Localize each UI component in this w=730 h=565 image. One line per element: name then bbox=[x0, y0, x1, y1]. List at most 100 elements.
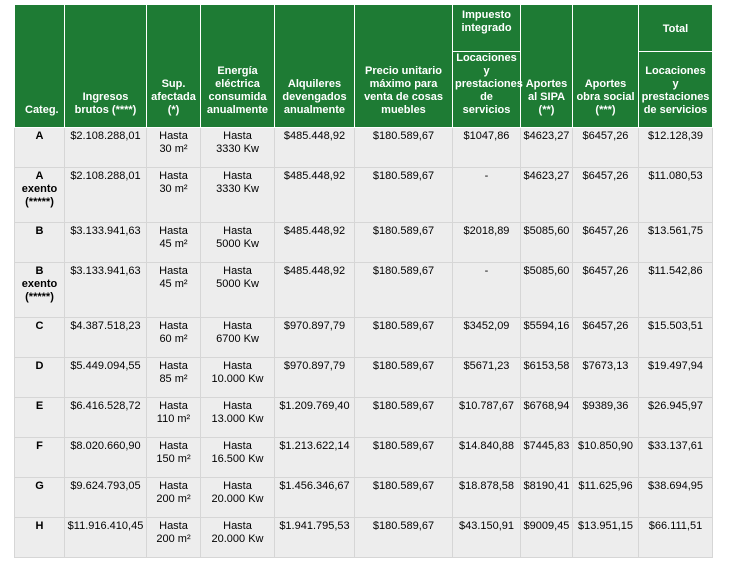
cell-alquileres: $970.897,79 bbox=[274, 357, 355, 398]
monotributo-table-container: Categ. Ingresos brutos (****) Sup. afect… bbox=[14, 4, 713, 558]
cell-precio-unitario: $180.589,67 bbox=[354, 222, 453, 263]
header-ingresos-brutos: Ingresos brutos (****) bbox=[64, 4, 147, 128]
cell-categ: B bbox=[14, 222, 65, 263]
cell-alquileres: $485.448,92 bbox=[274, 127, 355, 168]
cell-energia: Hasta 3330 Kw bbox=[200, 167, 275, 223]
cell-energia: Hasta 3330 Kw bbox=[200, 127, 275, 168]
table-row: G $9.624.793,05 Hasta 200 m² Hasta 20.000 K… bbox=[14, 477, 713, 518]
cell-energia: Hasta 5000 Kw bbox=[200, 222, 275, 263]
header-aportes-sipa: Aportes al SIPA (**) bbox=[520, 4, 573, 128]
header-precio-unitario: Precio unitario máximo para venta de cos… bbox=[354, 4, 453, 128]
header-row-sub: Locaciones y prestaciones de servicios L… bbox=[15, 51, 713, 128]
cell-superficie: Hasta 110 m² bbox=[146, 397, 201, 438]
cell-ingresos-brutos: $3.133.941,63 bbox=[64, 222, 147, 263]
cell-alquileres: $1.941.795,53 bbox=[274, 517, 355, 558]
cell-categ: F bbox=[14, 437, 65, 478]
cell-superficie: Hasta 30 m² bbox=[146, 127, 201, 168]
cell-total: $13.561,75 bbox=[638, 222, 713, 263]
cell-energia: Hasta 5000 Kw bbox=[200, 262, 275, 318]
cell-impuesto-integrado: $1047,86 bbox=[452, 127, 521, 168]
table-row: A $2.108.288,01 Hasta 30 m² Hasta 3330 Kw $4… bbox=[14, 127, 713, 168]
cell-total: $33.137,61 bbox=[638, 437, 713, 478]
cell-precio-unitario: $180.589,67 bbox=[354, 357, 453, 398]
cell-ingresos-brutos: $11.916.410,45 bbox=[64, 517, 147, 558]
table-row: B exento (*****) $3.133.941,63 Hasta 45 m²… bbox=[14, 262, 713, 318]
cell-precio-unitario: $180.589,67 bbox=[354, 262, 453, 318]
table-row: F $8.020.660,90 Hasta 150 m² Hasta 16.500 K… bbox=[14, 437, 713, 478]
table-row: C $4.387.518,23 Hasta 60 m² Hasta 6700 Kw $9… bbox=[14, 317, 713, 358]
cell-alquileres: $1.456.346,67 bbox=[274, 477, 355, 518]
monotributo-categories-table: Categ. Ingresos brutos (****) Sup. afect… bbox=[14, 4, 713, 558]
table-row: A exento (*****) $2.108.288,01 Hasta 30 m²… bbox=[14, 167, 713, 223]
cell-precio-unitario: $180.589,67 bbox=[354, 127, 453, 168]
cell-total: $11.080,53 bbox=[638, 167, 713, 223]
cell-superficie: Hasta 200 m² bbox=[146, 517, 201, 558]
cell-aportes-obra-social: $10.850,90 bbox=[572, 437, 639, 478]
cell-impuesto-integrado: - bbox=[452, 262, 521, 318]
cell-impuesto-integrado: $43.150,91 bbox=[452, 517, 521, 558]
cell-energia: Hasta 6700 Kw bbox=[200, 317, 275, 358]
cell-categ: D bbox=[14, 357, 65, 398]
cell-aportes-obra-social: $6457,26 bbox=[572, 317, 639, 358]
table-body: A $2.108.288,01 Hasta 30 m² Hasta 3330 Kw $4… bbox=[14, 127, 713, 558]
cell-aportes-obra-social: $6457,26 bbox=[572, 127, 639, 168]
cell-impuesto-integrado: $14.840,88 bbox=[452, 437, 521, 478]
header-energia: Energía eléctrica consumida anualmente bbox=[200, 4, 275, 128]
header-categ: Categ. bbox=[14, 4, 65, 128]
cell-aportes-obra-social: $6457,26 bbox=[572, 167, 639, 223]
cell-aportes-sipa: $4623,27 bbox=[520, 167, 573, 223]
cell-aportes-obra-social: $13.951,15 bbox=[572, 517, 639, 558]
cell-categ: G bbox=[14, 477, 65, 518]
cell-aportes-sipa: $7445,83 bbox=[520, 437, 573, 478]
cell-aportes-sipa: $6153,58 bbox=[520, 357, 573, 398]
header-alquileres: Alquileres devengados anualmente bbox=[274, 4, 355, 128]
cell-precio-unitario: $180.589,67 bbox=[354, 167, 453, 223]
cell-impuesto-integrado: - bbox=[452, 167, 521, 223]
header-total: Total bbox=[638, 4, 713, 52]
cell-energia: Hasta 10.000 Kw bbox=[200, 357, 275, 398]
cell-superficie: Hasta 60 m² bbox=[146, 317, 201, 358]
cell-categ: E bbox=[14, 397, 65, 438]
cell-categ: B exento (*****) bbox=[14, 262, 65, 318]
header-total-locaciones: Locaciones y prestaciones de servicios bbox=[638, 51, 713, 128]
cell-ingresos-brutos: $2.108.288,01 bbox=[64, 127, 147, 168]
cell-aportes-obra-social: $11.625,96 bbox=[572, 477, 639, 518]
cell-impuesto-integrado: $10.787,67 bbox=[452, 397, 521, 438]
cell-alquileres: $485.448,92 bbox=[274, 222, 355, 263]
cell-precio-unitario: $180.589,67 bbox=[354, 477, 453, 518]
cell-aportes-sipa: $4623,27 bbox=[520, 127, 573, 168]
table-row: E $6.416.528,72 Hasta 110 m² Hasta 13.000 K… bbox=[14, 397, 713, 438]
header-superficie: Sup. afectada (*) bbox=[146, 4, 201, 128]
cell-alquileres: $1.209.769,40 bbox=[274, 397, 355, 438]
cell-impuesto-integrado: $3452,09 bbox=[452, 317, 521, 358]
cell-aportes-sipa: $5085,60 bbox=[520, 222, 573, 263]
cell-superficie: Hasta 150 m² bbox=[146, 437, 201, 478]
cell-precio-unitario: $180.589,67 bbox=[354, 397, 453, 438]
cell-ingresos-brutos: $6.416.528,72 bbox=[64, 397, 147, 438]
cell-aportes-sipa: $5594,16 bbox=[520, 317, 573, 358]
cell-ingresos-brutos: $3.133.941,63 bbox=[64, 262, 147, 318]
cell-aportes-sipa: $8190,41 bbox=[520, 477, 573, 518]
table-row: H $11.916.410,45 Hasta 200 m² Hasta 20.000 … bbox=[14, 517, 713, 558]
cell-aportes-obra-social: $7673,13 bbox=[572, 357, 639, 398]
cell-ingresos-brutos: $8.020.660,90 bbox=[64, 437, 147, 478]
cell-impuesto-integrado: $5671,23 bbox=[452, 357, 521, 398]
cell-aportes-obra-social: $6457,26 bbox=[572, 222, 639, 263]
cell-superficie: Hasta 45 m² bbox=[146, 222, 201, 263]
cell-superficie: Hasta 45 m² bbox=[146, 262, 201, 318]
header-impuesto-integrado: Impuesto integrado bbox=[452, 4, 521, 52]
cell-total: $19.497,94 bbox=[638, 357, 713, 398]
cell-ingresos-brutos: $5.449.094,55 bbox=[64, 357, 147, 398]
cell-superficie: Hasta 30 m² bbox=[146, 167, 201, 223]
cell-aportes-obra-social: $6457,26 bbox=[572, 262, 639, 318]
table-row: B $3.133.941,63 Hasta 45 m² Hasta 5000 Kw $4… bbox=[14, 222, 713, 263]
cell-total: $15.503,51 bbox=[638, 317, 713, 358]
cell-alquileres: $485.448,92 bbox=[274, 167, 355, 223]
cell-impuesto-integrado: $18.878,58 bbox=[452, 477, 521, 518]
cell-categ: A bbox=[14, 127, 65, 168]
cell-categ: A exento (*****) bbox=[14, 167, 65, 223]
header-aportes-obra-social: Aportes obra social (***) bbox=[572, 4, 639, 128]
cell-energia: Hasta 20.000 Kw bbox=[200, 517, 275, 558]
cell-energia: Hasta 13.000 Kw bbox=[200, 397, 275, 438]
cell-alquileres: $485.448,92 bbox=[274, 262, 355, 318]
